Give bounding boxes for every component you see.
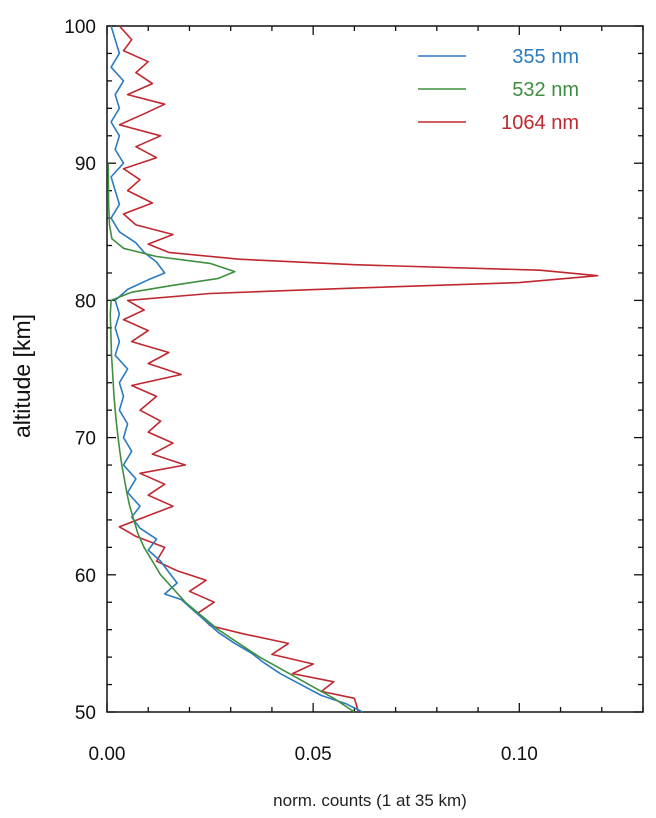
legend: 355 nm 532 nm 1064 nm bbox=[418, 46, 579, 134]
legend-label: 532 nm bbox=[512, 79, 579, 101]
y-tick-label: 100 bbox=[64, 17, 96, 38]
axes-group: 0.00 0.05 0.10 50 60 70 80 90 100 bbox=[64, 17, 644, 765]
y-tick-label: 90 bbox=[75, 154, 96, 175]
series-line-532-nm bbox=[107, 163, 355, 713]
legend-label: 1064 nm bbox=[501, 112, 579, 134]
y-tick-label: 50 bbox=[75, 703, 96, 724]
x-axis-title: norm. counts (1 at 35 km) bbox=[273, 791, 467, 810]
x-tick-label: 0.00 bbox=[89, 744, 126, 765]
y-tick-label: 70 bbox=[75, 429, 96, 450]
legend-label: 355 nm bbox=[512, 46, 579, 68]
y-tick-label: 80 bbox=[75, 291, 96, 312]
x-tick-label: 0.05 bbox=[295, 744, 332, 765]
series-group bbox=[107, 25, 599, 713]
series-line-355-nm bbox=[110, 25, 363, 713]
y-tick-label: 60 bbox=[75, 566, 96, 587]
x-tick-label: 0.10 bbox=[501, 744, 538, 765]
y-axis-title: altitude [km] bbox=[9, 314, 35, 438]
series-line-1064-nm bbox=[118, 25, 599, 713]
plot-frame bbox=[106, 25, 644, 713]
